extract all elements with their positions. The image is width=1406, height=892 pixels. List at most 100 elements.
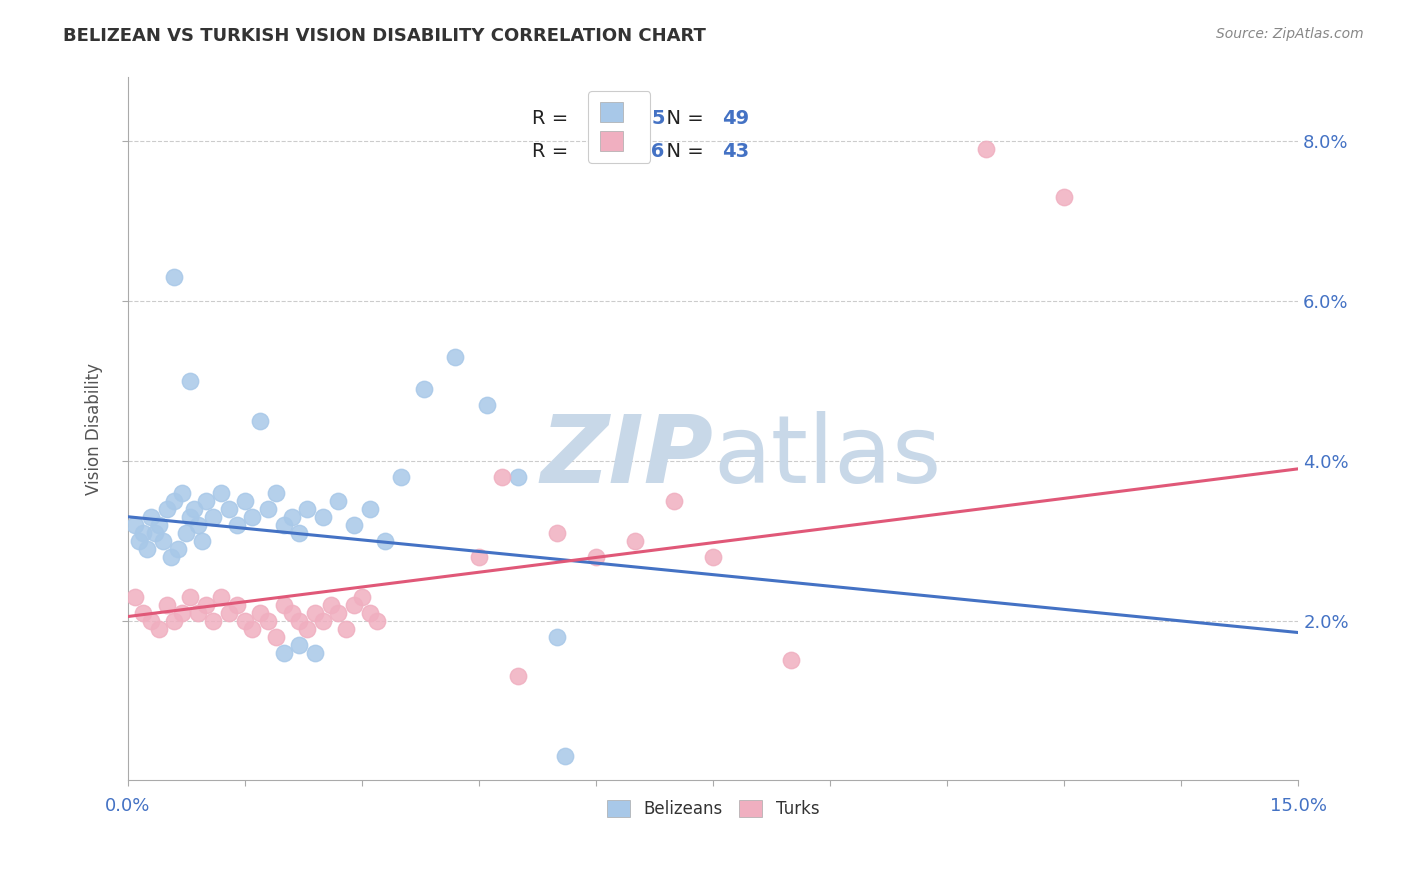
Point	[132, 606, 155, 620]
Point	[257, 501, 280, 516]
Point	[179, 590, 201, 604]
Point	[225, 517, 247, 532]
Text: N =: N =	[654, 142, 710, 161]
Point	[148, 517, 170, 532]
Text: N =: N =	[654, 110, 710, 128]
Point	[491, 470, 513, 484]
Point	[624, 533, 647, 548]
Point	[172, 485, 194, 500]
Point	[389, 470, 412, 484]
Point	[187, 606, 209, 620]
Point	[264, 630, 287, 644]
Point	[702, 549, 724, 564]
Point	[280, 606, 302, 620]
Point	[554, 749, 576, 764]
Text: atlas: atlas	[713, 411, 941, 503]
Text: 0.246: 0.246	[596, 142, 664, 161]
Point	[163, 614, 186, 628]
Text: R =: R =	[531, 142, 574, 161]
Point	[194, 598, 217, 612]
Point	[132, 525, 155, 540]
Point	[304, 606, 326, 620]
Point	[209, 485, 232, 500]
Point	[312, 614, 335, 628]
Point	[233, 614, 256, 628]
Point	[152, 533, 174, 548]
Point	[163, 493, 186, 508]
Point	[662, 493, 685, 508]
Point	[156, 598, 179, 612]
Point	[295, 622, 318, 636]
Y-axis label: Vision Disability: Vision Disability	[86, 363, 103, 495]
Point	[343, 598, 366, 612]
Point	[280, 509, 302, 524]
Point	[359, 606, 381, 620]
Point	[225, 598, 247, 612]
Point	[350, 590, 373, 604]
Point	[179, 374, 201, 388]
Point	[233, 493, 256, 508]
Point	[202, 614, 225, 628]
Text: BELIZEAN VS TURKISH VISION DISABILITY CORRELATION CHART: BELIZEAN VS TURKISH VISION DISABILITY CO…	[63, 27, 706, 45]
Text: 49: 49	[723, 110, 749, 128]
Point	[288, 614, 311, 628]
Point	[328, 606, 350, 620]
Text: 43: 43	[723, 142, 749, 161]
Point	[974, 142, 997, 156]
Point	[444, 350, 467, 364]
Point	[194, 493, 217, 508]
Point	[468, 549, 491, 564]
Point	[124, 590, 146, 604]
Point	[136, 541, 159, 556]
Point	[163, 270, 186, 285]
Point	[190, 533, 212, 548]
Point	[780, 653, 803, 667]
Point	[304, 646, 326, 660]
Point	[156, 501, 179, 516]
Point	[124, 517, 146, 532]
Point	[343, 517, 366, 532]
Text: -0.135: -0.135	[596, 110, 665, 128]
Point	[273, 598, 295, 612]
Point	[242, 509, 264, 524]
Point	[413, 382, 436, 396]
Point	[273, 646, 295, 660]
Point	[1053, 190, 1076, 204]
Point	[366, 614, 388, 628]
Point	[209, 590, 232, 604]
Point	[335, 622, 357, 636]
Point	[187, 517, 209, 532]
Point	[218, 606, 240, 620]
Point	[312, 509, 335, 524]
Point	[506, 470, 529, 484]
Point	[139, 614, 162, 628]
Point	[295, 501, 318, 516]
Point	[172, 606, 194, 620]
Point	[288, 525, 311, 540]
Point	[359, 501, 381, 516]
Point	[139, 509, 162, 524]
Text: R =: R =	[531, 110, 574, 128]
Point	[249, 606, 271, 620]
Text: Source: ZipAtlas.com: Source: ZipAtlas.com	[1216, 27, 1364, 41]
Point	[328, 493, 350, 508]
Point	[546, 630, 568, 644]
Point	[546, 525, 568, 540]
Point	[249, 414, 271, 428]
Text: ZIP: ZIP	[540, 411, 713, 503]
Point	[319, 598, 342, 612]
Point	[143, 525, 166, 540]
Point	[174, 525, 197, 540]
Point	[128, 533, 150, 548]
Point	[159, 549, 181, 564]
Point	[167, 541, 190, 556]
Point	[288, 638, 311, 652]
Point	[374, 533, 396, 548]
Point	[242, 622, 264, 636]
Point	[585, 549, 607, 564]
Point	[264, 485, 287, 500]
Point	[179, 509, 201, 524]
Legend: Belizeans, Turks: Belizeans, Turks	[600, 793, 827, 825]
Point	[218, 501, 240, 516]
Point	[475, 398, 498, 412]
